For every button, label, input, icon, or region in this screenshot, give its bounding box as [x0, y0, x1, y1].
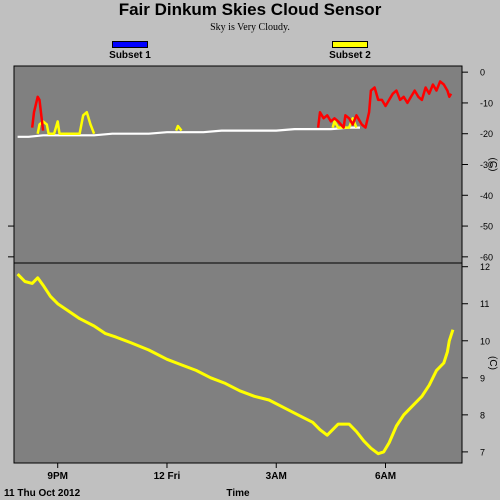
chart-title: Fair Dinkum Skies Cloud Sensor [118, 0, 382, 19]
legend-item-subset-2: Subset 2 [320, 41, 380, 61]
sky-temp-series-line [17, 126, 360, 138]
y-tick-label: 10 [480, 336, 490, 346]
x-tick-label: 9PM [47, 471, 68, 482]
date-label: 11 Thu Oct 2012 [4, 488, 81, 499]
x-tick-label: 12 Fri [154, 471, 181, 482]
y-tick-label: 11 [480, 299, 489, 309]
y-tick-label: 0 [480, 68, 485, 78]
ambient-temp-series-line [16, 273, 455, 456]
x-tick-label: 3AM [266, 471, 287, 482]
y-axis-label: (C) [487, 356, 498, 370]
sky-temp-alert-series-line [30, 80, 453, 131]
plot-area [13, 65, 463, 264]
y-tick-label: -30 [480, 160, 493, 170]
y-tick-label: -10 [480, 98, 493, 108]
y-tick-label: 8 [480, 410, 485, 420]
legend-label: Subset 1 [109, 50, 151, 61]
legend-label: Subset 2 [329, 50, 371, 61]
y-tick-label: -50 [480, 222, 493, 232]
x-axis-label: Time [226, 488, 250, 499]
y-tick-label: 7 [480, 447, 485, 457]
legend-swatch-yellow [332, 41, 368, 48]
y-tick-label: 12 [480, 262, 490, 272]
y-tick-label: -60 [480, 252, 493, 262]
y-axis-label: (C) [487, 158, 498, 172]
plot-area [13, 262, 463, 464]
y-tick-label: 9 [480, 373, 485, 383]
y-tick-label: -20 [480, 129, 493, 139]
legend-item-subset-1: Subset 1 [100, 41, 160, 61]
y-tick-label: -40 [480, 191, 493, 201]
legend-swatch-blue [112, 41, 148, 48]
x-tick-label: 6AM [375, 471, 396, 482]
chart-subtitle: Sky is Very Cloudy. [210, 22, 290, 33]
